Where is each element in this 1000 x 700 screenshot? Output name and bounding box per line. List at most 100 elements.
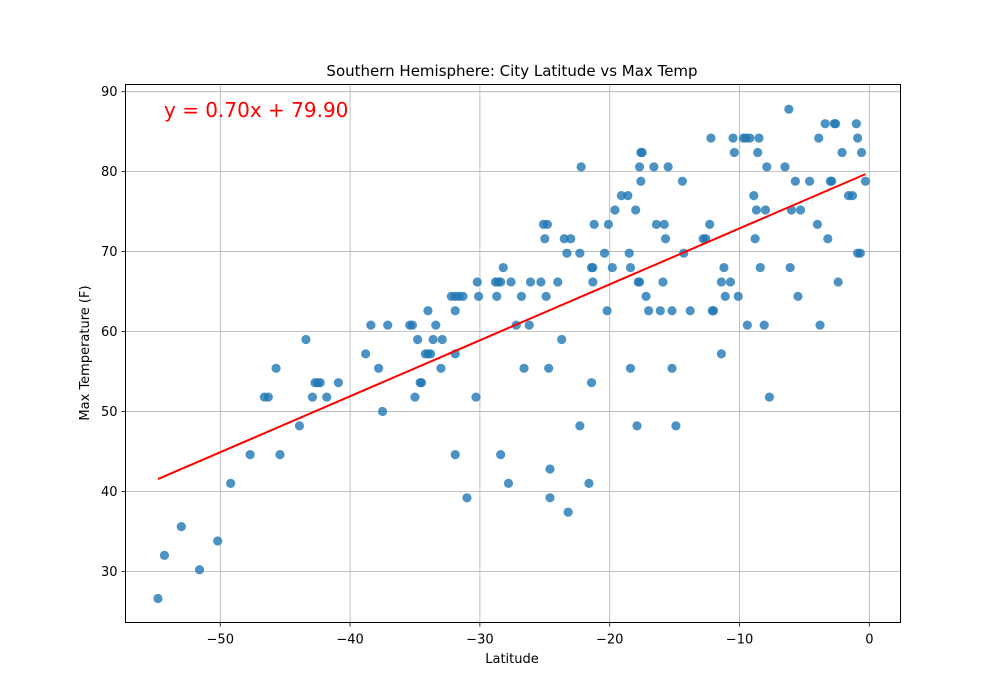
scatter-point (553, 277, 563, 287)
scatter-point (716, 277, 726, 287)
y-tick-label: 80 (101, 165, 118, 180)
scatter-point (667, 363, 677, 373)
scatter-point (677, 176, 688, 186)
scatter-point (632, 421, 642, 431)
y-tick-label: 50 (101, 405, 118, 420)
y-tick-label: 60 (101, 325, 118, 340)
x-tick-label: −50 (207, 633, 234, 648)
scatter-point (602, 306, 612, 316)
x-tick-label: −40 (336, 633, 363, 648)
scatter-point (536, 277, 546, 287)
scatter-point (649, 162, 659, 172)
regression-line-group (157, 173, 866, 481)
scatter-point (658, 277, 668, 287)
scatter-point (301, 334, 311, 345)
scatter-point (524, 320, 534, 330)
y-tick-label: 40 (101, 485, 118, 500)
scatter-point (837, 147, 847, 158)
scatter-point (294, 421, 305, 431)
scatter-point (785, 262, 795, 273)
scatter-point (625, 363, 636, 373)
scatter-point (407, 320, 417, 330)
scatter-point (705, 219, 715, 229)
y-tick-label: 30 (101, 565, 118, 580)
scatter-point (634, 162, 645, 172)
scatter-point (764, 392, 774, 402)
scatter-point (307, 392, 318, 402)
scatter-point (542, 219, 553, 229)
scatter-point (793, 291, 803, 301)
scatter-point (588, 277, 598, 287)
scatter-point (716, 349, 726, 359)
scatter-point (745, 133, 755, 143)
scatter-point (667, 306, 677, 316)
scatter-point (584, 478, 594, 489)
scatter-point (458, 291, 468, 301)
scatter-point (860, 176, 871, 186)
scatter-point (625, 262, 636, 273)
scatter-point (450, 450, 460, 460)
scatter-point (588, 262, 598, 273)
scatter-point (545, 464, 555, 474)
scatter-point (663, 162, 673, 172)
scatter-point (762, 162, 772, 172)
scatter-point (610, 205, 620, 215)
scatter-point (525, 277, 536, 287)
scatter-point (754, 133, 764, 143)
scatter-point (750, 234, 760, 244)
scatter-point (641, 291, 651, 301)
scatter-point (271, 363, 281, 373)
scatter-point (471, 392, 481, 402)
scatter-point (733, 291, 743, 301)
chart-title: Southern Hemisphere: City Latitude vs Ma… (326, 62, 697, 80)
scatter-point (540, 234, 550, 244)
scatter-point (563, 507, 573, 517)
scatter-point (586, 378, 597, 388)
scatter-point (815, 320, 825, 330)
scatter-point (506, 277, 516, 287)
data-points (153, 104, 871, 604)
scatter-point (728, 133, 738, 143)
x-tick-label: −30 (466, 633, 493, 648)
scatter-point (706, 133, 716, 143)
scatter-point (812, 219, 823, 229)
scatter-point (473, 291, 484, 301)
scatter-point (576, 162, 586, 172)
scatter-point (472, 277, 482, 287)
scatter-point (333, 378, 343, 388)
scatter-point (651, 219, 662, 229)
scatter-point (557, 334, 567, 345)
scatter-point (412, 334, 423, 345)
scatter-point (603, 219, 614, 229)
scatter-point (383, 320, 393, 330)
scatter-point (805, 176, 815, 186)
scatter-point (795, 205, 806, 215)
scatter-point (213, 536, 223, 546)
y-axis-title: Max Temperature (F) (78, 285, 93, 420)
scatter-point (847, 191, 858, 201)
scatter-point (753, 147, 763, 158)
scatter-point (194, 565, 205, 575)
x-tick-label: 0 (865, 633, 873, 648)
scatter-point (759, 320, 769, 330)
scatter-point (437, 334, 447, 345)
scatter-point (820, 119, 830, 129)
scatter-point (708, 306, 719, 316)
scatter-point (671, 421, 681, 431)
scatter-point (559, 234, 569, 244)
regression-line (157, 173, 866, 481)
scatter-point (830, 119, 841, 129)
scatter-point (159, 550, 170, 560)
scatter-point (263, 392, 273, 402)
scatter-point (503, 478, 514, 489)
scatter-point (855, 248, 865, 258)
scatter-point (814, 133, 824, 143)
scatter-point (566, 234, 576, 244)
scatter-point (366, 320, 376, 330)
scatter-point (541, 291, 551, 301)
scatter-point (575, 421, 585, 431)
scatter-point (275, 450, 285, 460)
plot-frame (125, 84, 901, 623)
scatter-point (749, 191, 759, 201)
